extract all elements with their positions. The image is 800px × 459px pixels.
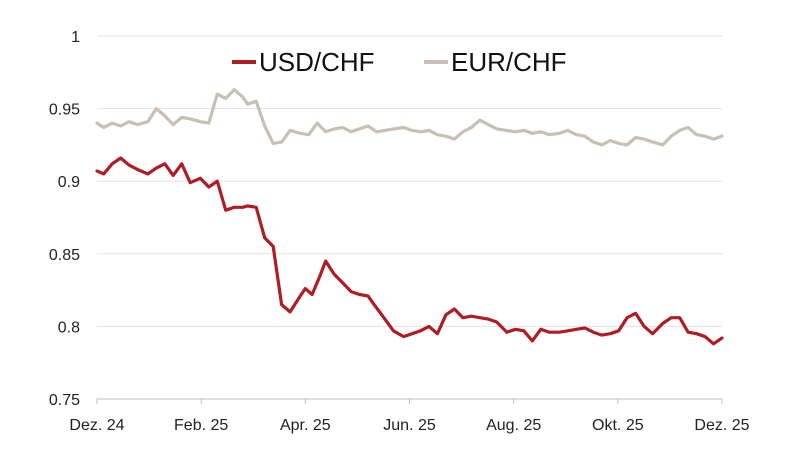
legend: USD/CHF EUR/CHF [232, 47, 567, 77]
legend-label-eur-chf: EUR/CHF [451, 47, 567, 77]
x-axis-ticks: Dez. 24 Feb. 25 Apr. 25 Jun. 25 Aug. 25 Okt. … [69, 399, 750, 434]
y-tick-label: 1 [71, 29, 80, 46]
y-axis-ticks: 0.75 0.8 0.85 0.9 0.95 1 [49, 29, 80, 409]
y-tick-label: 0.85 [49, 247, 80, 264]
y-tick-label: 0.8 [58, 319, 80, 336]
series-line-usd-chf [95, 156, 724, 346]
x-tick-label: Feb. 25 [174, 417, 228, 434]
series-line-eur-chf [95, 88, 724, 147]
y-tick-label: 0.75 [49, 392, 80, 409]
x-tick-label: Aug. 25 [486, 417, 541, 434]
x-tick-label: Dez. 25 [694, 417, 749, 434]
x-tick-label: Jun. 25 [383, 417, 436, 434]
series-lines [95, 88, 724, 346]
y-tick-label: 0.95 [49, 102, 80, 119]
legend-item-usd-chf: USD/CHF [232, 47, 375, 77]
x-tick-label: Apr. 25 [280, 417, 331, 434]
legend-label-usd-chf: USD/CHF [259, 47, 375, 77]
y-tick-label: 0.9 [58, 174, 80, 191]
legend-item-eur-chf: EUR/CHF [424, 47, 567, 77]
x-tick-label: Dez. 24 [69, 417, 124, 434]
x-tick-label: Okt. 25 [592, 417, 644, 434]
